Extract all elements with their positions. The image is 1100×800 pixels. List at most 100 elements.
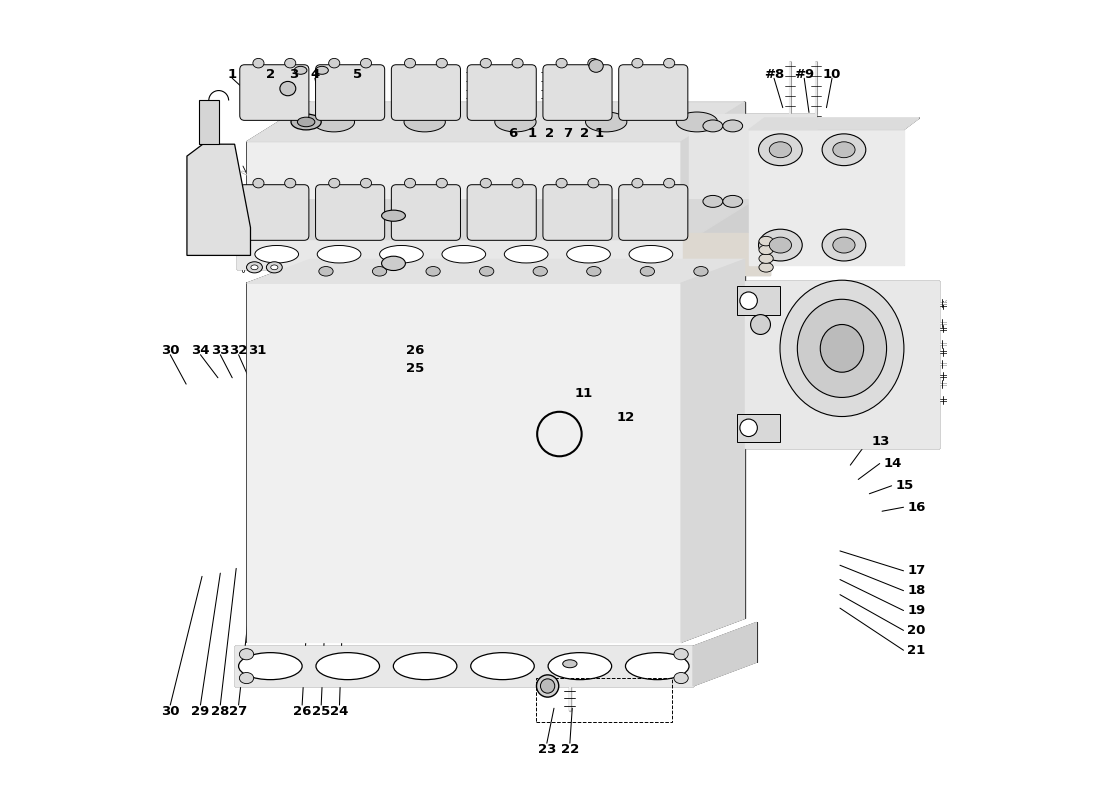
Ellipse shape [954, 379, 964, 389]
Polygon shape [737, 286, 780, 315]
Ellipse shape [694, 266, 708, 276]
Polygon shape [689, 114, 816, 214]
Ellipse shape [255, 246, 298, 263]
Ellipse shape [626, 653, 689, 680]
Ellipse shape [769, 142, 792, 158]
FancyBboxPatch shape [240, 65, 309, 120]
Polygon shape [234, 646, 693, 686]
Ellipse shape [740, 292, 758, 310]
FancyBboxPatch shape [543, 185, 612, 240]
Ellipse shape [361, 178, 372, 188]
Text: 12: 12 [616, 411, 635, 424]
Ellipse shape [629, 246, 673, 263]
Ellipse shape [822, 229, 866, 261]
FancyBboxPatch shape [543, 65, 612, 120]
Text: 33: 33 [211, 344, 230, 358]
Ellipse shape [512, 178, 524, 188]
Ellipse shape [246, 262, 263, 273]
Polygon shape [246, 142, 681, 226]
Text: 16: 16 [908, 501, 926, 514]
Ellipse shape [540, 679, 554, 693]
Text: eurospares: eurospares [550, 277, 708, 301]
Ellipse shape [703, 195, 723, 207]
Ellipse shape [240, 673, 254, 684]
Ellipse shape [292, 114, 321, 130]
Ellipse shape [495, 112, 536, 132]
Text: 14: 14 [883, 457, 902, 470]
Ellipse shape [631, 178, 642, 188]
Ellipse shape [663, 58, 674, 68]
Ellipse shape [759, 254, 773, 263]
Ellipse shape [504, 246, 548, 263]
Ellipse shape [759, 245, 773, 254]
Ellipse shape [663, 178, 674, 188]
Text: eurospares: eurospares [288, 277, 447, 301]
Text: 28: 28 [211, 705, 230, 718]
Ellipse shape [480, 266, 494, 276]
Ellipse shape [394, 653, 456, 680]
Ellipse shape [481, 58, 492, 68]
FancyBboxPatch shape [316, 65, 385, 120]
Polygon shape [691, 200, 755, 269]
Ellipse shape [759, 229, 802, 261]
Ellipse shape [329, 178, 340, 188]
Ellipse shape [537, 675, 559, 697]
Polygon shape [246, 102, 745, 142]
Text: 21: 21 [908, 644, 926, 657]
Polygon shape [749, 118, 920, 130]
Ellipse shape [723, 120, 743, 132]
Ellipse shape [640, 266, 654, 276]
Text: 2: 2 [266, 68, 275, 81]
Ellipse shape [319, 266, 333, 276]
Ellipse shape [382, 210, 406, 222]
Ellipse shape [588, 59, 603, 72]
Text: 22: 22 [561, 743, 579, 756]
Ellipse shape [587, 58, 598, 68]
Text: 20: 20 [908, 624, 926, 637]
Text: 10: 10 [823, 68, 842, 81]
Bar [537, 678, 672, 722]
Ellipse shape [373, 266, 387, 276]
Text: eurospares: eurospares [288, 570, 447, 594]
Text: 13: 13 [872, 435, 890, 448]
FancyBboxPatch shape [618, 185, 688, 240]
Ellipse shape [253, 58, 264, 68]
Text: 26: 26 [406, 344, 425, 358]
Text: 23: 23 [538, 743, 556, 756]
Polygon shape [246, 259, 745, 283]
Polygon shape [693, 622, 757, 686]
Text: 1: 1 [228, 68, 236, 81]
Text: 26: 26 [293, 705, 311, 718]
Ellipse shape [798, 299, 887, 398]
FancyBboxPatch shape [468, 65, 537, 120]
Ellipse shape [759, 236, 773, 246]
Text: 11: 11 [574, 387, 593, 400]
Text: 27: 27 [230, 705, 248, 718]
Ellipse shape [437, 178, 448, 188]
Ellipse shape [471, 653, 535, 680]
Ellipse shape [954, 318, 964, 328]
Ellipse shape [740, 419, 758, 437]
Text: 29: 29 [191, 705, 210, 718]
Text: 17: 17 [908, 564, 926, 578]
FancyBboxPatch shape [392, 65, 461, 120]
Ellipse shape [833, 142, 855, 158]
FancyBboxPatch shape [468, 185, 537, 240]
Polygon shape [681, 102, 745, 226]
Ellipse shape [271, 265, 278, 270]
Ellipse shape [294, 66, 307, 74]
Ellipse shape [405, 58, 416, 68]
Ellipse shape [481, 178, 492, 188]
Text: 34: 34 [191, 344, 210, 358]
Ellipse shape [316, 653, 380, 680]
Text: 1: 1 [595, 127, 604, 140]
FancyBboxPatch shape [392, 185, 461, 240]
Ellipse shape [314, 112, 354, 132]
Ellipse shape [548, 653, 612, 680]
Polygon shape [236, 200, 755, 239]
Ellipse shape [674, 649, 689, 660]
Ellipse shape [405, 178, 416, 188]
Ellipse shape [556, 58, 568, 68]
Ellipse shape [239, 653, 302, 680]
Polygon shape [737, 414, 780, 442]
